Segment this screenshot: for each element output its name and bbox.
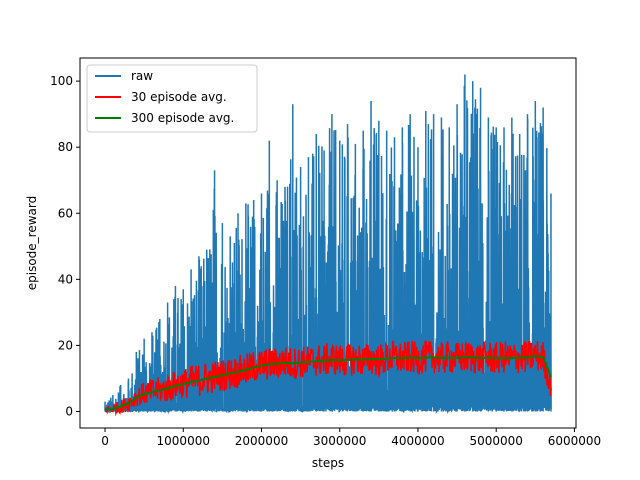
legend-label: 300 episode avg.: [131, 111, 234, 125]
x-tick-label: 6000000: [548, 434, 601, 448]
x-tick-label: 0: [101, 434, 109, 448]
y-tick-label: 20: [58, 338, 73, 352]
y-tick-label: 80: [58, 140, 73, 154]
y-tick-label: 40: [58, 272, 73, 286]
x-tick-label: 5000000: [469, 434, 522, 448]
plot-frame: [79, 57, 577, 429]
y-tick-label: 100: [50, 74, 73, 88]
x-tick-label: 2000000: [235, 434, 288, 448]
y-axis-label: episode_reward: [25, 196, 39, 291]
y-axis-ticks: 0 20 40 60 80 100: [50, 74, 80, 418]
y-tick-label: 60: [58, 206, 73, 220]
x-tick-label: 3000000: [313, 434, 366, 448]
x-tick-label: 4000000: [391, 434, 444, 448]
x-axis-label: steps: [312, 456, 344, 470]
series-line-30-episode-avg: [104, 340, 552, 417]
legend-label: raw: [131, 69, 153, 83]
series-line-raw: [104, 74, 552, 415]
series-line-300-episode-avg: [104, 354, 552, 411]
x-axis-ticks: 0 1000000 2000000 3000000 4000000 5000000 6000…: [101, 428, 601, 448]
series-layer: [104, 74, 552, 417]
y-tick-label: 0: [65, 404, 73, 418]
legend-box: [86, 64, 258, 133]
x-tick-label: 1000000: [157, 434, 210, 448]
legend-label: 30 episode avg.: [131, 90, 227, 104]
legend: raw 30 episode avg. 300 episode avg.: [86, 64, 258, 133]
